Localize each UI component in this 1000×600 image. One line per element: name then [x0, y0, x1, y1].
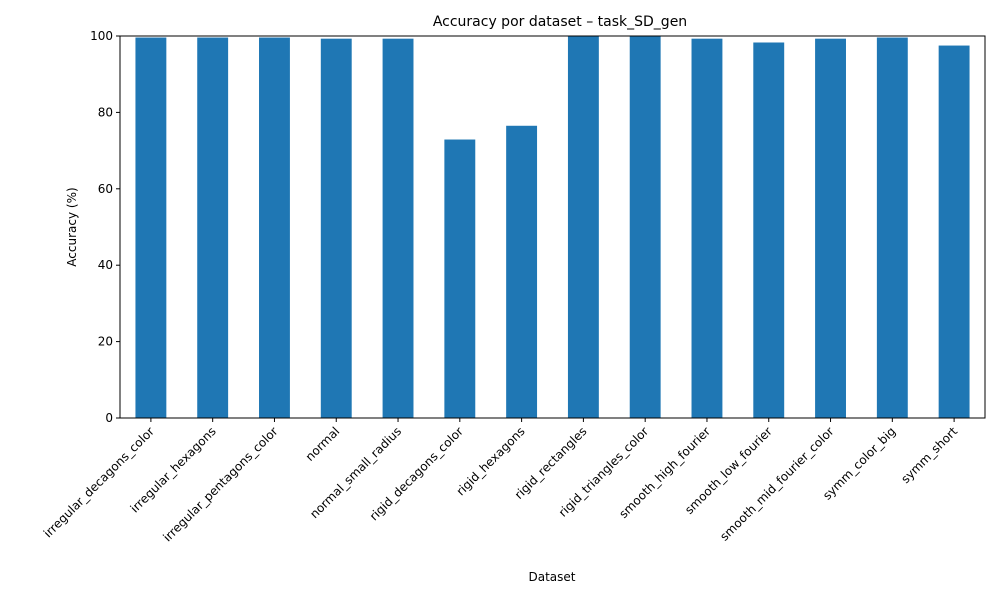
y-tick-label: 60 [98, 182, 113, 196]
y-tick-label: 100 [90, 29, 113, 43]
plot-frame [119, 35, 986, 419]
x-tick-label: irregular_pentagons_color [160, 424, 280, 544]
bar [444, 139, 476, 418]
x-tick-label: irregular_decagons_color [41, 424, 157, 540]
x-tick-label: smooth_mid_fourier_color [717, 424, 836, 543]
x-tick-label: normal [303, 424, 343, 464]
y-tick-label: 0 [105, 411, 113, 425]
bar [506, 125, 538, 419]
y-tick-label: 40 [98, 258, 113, 272]
y-tick-label: 20 [98, 335, 113, 349]
bars-group [135, 36, 970, 419]
bar [320, 38, 352, 418]
y-axis-label: Accuracy (%) [65, 187, 79, 266]
x-axis-label: Dataset [529, 570, 576, 584]
bar [938, 45, 970, 419]
bar [815, 38, 846, 418]
bar [197, 37, 229, 418]
bar [135, 37, 167, 418]
x-axis: irregular_decagons_colorirregular_hexago… [41, 418, 960, 544]
chart-title: Accuracy por dataset – task_SD_gen [433, 14, 687, 30]
bar [567, 36, 599, 418]
bar [876, 37, 908, 418]
y-tick-label: 80 [98, 105, 113, 119]
bar [259, 37, 290, 418]
y-axis: 0 20 40 60 80 100 [90, 29, 120, 425]
bar [691, 38, 723, 418]
bar [753, 42, 785, 419]
bar [629, 36, 661, 418]
bar [382, 38, 414, 418]
x-tick-label: symm_short [898, 424, 960, 486]
